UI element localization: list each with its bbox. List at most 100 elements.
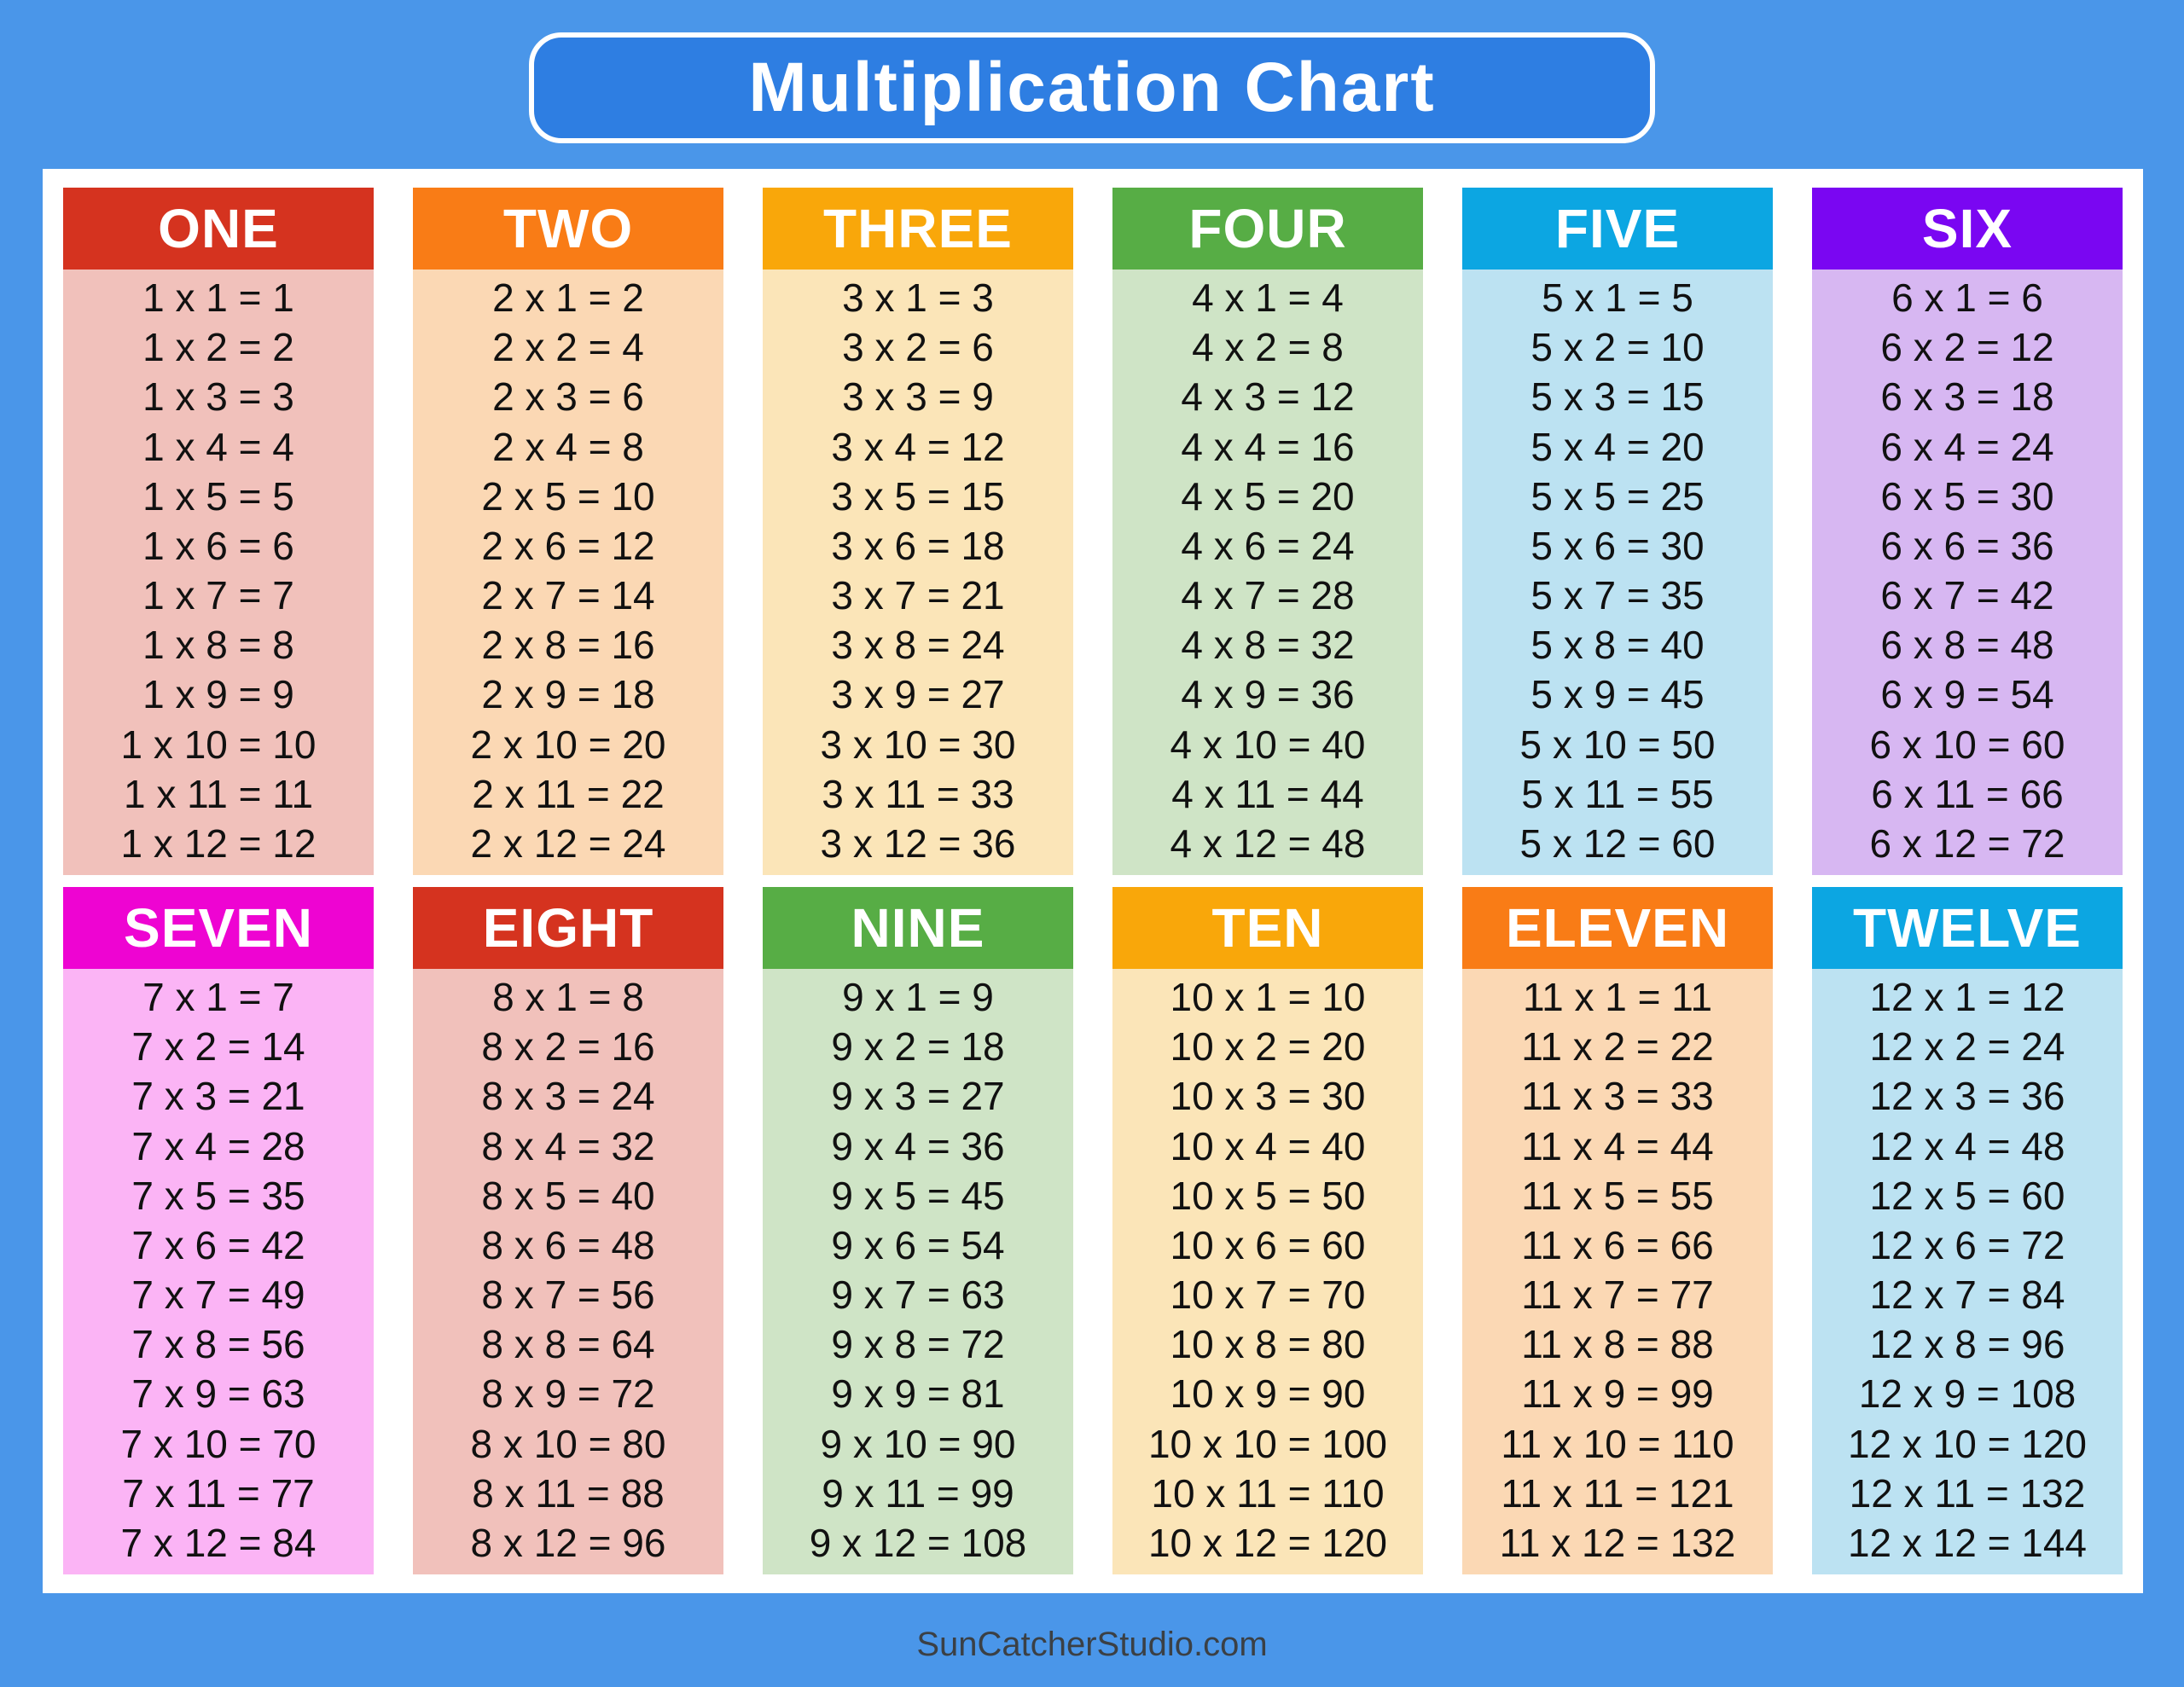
fact-row: 4 x 2 = 8 bbox=[1192, 325, 1344, 370]
fact-row: 2 x 2 = 4 bbox=[492, 325, 644, 370]
fact-row: 2 x 8 = 16 bbox=[481, 623, 655, 668]
fact-row: 3 x 11 = 33 bbox=[822, 771, 1014, 816]
fact-row: 6 x 1 = 6 bbox=[1891, 275, 2043, 321]
fact-row: 5 x 10 = 50 bbox=[1519, 722, 1716, 767]
fact-row: 11 x 12 = 132 bbox=[1499, 1520, 1736, 1565]
fact-row: 11 x 1 = 11 bbox=[1522, 975, 1713, 1020]
fact-row: 7 x 11 = 77 bbox=[122, 1470, 315, 1516]
fact-row: 7 x 10 = 70 bbox=[120, 1421, 317, 1466]
times-table-facts: 10 x 1 = 10 10 x 2 = 20 10 x 3 = 30 10 x 4 … bbox=[1112, 969, 1423, 1574]
fact-row: 10 x 5 = 50 bbox=[1170, 1173, 1366, 1218]
fact-row: 8 x 12 = 96 bbox=[470, 1520, 666, 1565]
fact-row: 9 x 2 = 18 bbox=[831, 1024, 1005, 1070]
fact-row: 12 x 2 = 24 bbox=[1869, 1024, 2065, 1070]
fact-row: 7 x 9 = 63 bbox=[131, 1371, 305, 1417]
fact-row: 10 x 6 = 60 bbox=[1170, 1222, 1366, 1267]
fact-row: 7 x 1 = 7 bbox=[142, 975, 294, 1020]
fact-row: 12 x 6 = 72 bbox=[1869, 1222, 2065, 1267]
fact-row: 12 x 1 = 12 bbox=[1869, 975, 2065, 1020]
fact-row: 10 x 3 = 30 bbox=[1170, 1074, 1366, 1119]
fact-row: 7 x 5 = 35 bbox=[131, 1173, 305, 1218]
fact-row: 1 x 10 = 10 bbox=[120, 722, 317, 767]
times-table-header: TWELVE bbox=[1812, 887, 2123, 969]
page-title: Multiplication Chart bbox=[748, 49, 1436, 126]
fact-row: 2 x 4 = 8 bbox=[492, 424, 644, 469]
fact-row: 9 x 10 = 90 bbox=[820, 1421, 1016, 1466]
times-table-header: EIGHT bbox=[413, 887, 723, 969]
fact-row: 10 x 2 = 20 bbox=[1170, 1024, 1366, 1070]
fact-row: 9 x 11 = 99 bbox=[822, 1470, 1014, 1516]
fact-row: 11 x 11 = 121 bbox=[1501, 1470, 1734, 1516]
fact-row: 4 x 7 = 28 bbox=[1181, 573, 1355, 618]
fact-row: 8 x 7 = 56 bbox=[481, 1272, 655, 1318]
fact-row: 6 x 8 = 48 bbox=[1880, 623, 2054, 668]
fact-row: 11 x 2 = 22 bbox=[1521, 1024, 1714, 1070]
fact-row: 9 x 3 = 27 bbox=[831, 1074, 1005, 1119]
fact-row: 8 x 10 = 80 bbox=[470, 1421, 666, 1466]
fact-row: 10 x 11 = 110 bbox=[1151, 1470, 1385, 1516]
times-table-column: ELEVEN 11 x 1 = 11 11 x 2 = 22 11 x 3 = 33… bbox=[1462, 887, 1773, 1574]
fact-row: 10 x 8 = 80 bbox=[1170, 1322, 1366, 1367]
fact-row: 4 x 10 = 40 bbox=[1170, 722, 1366, 767]
fact-row: 7 x 2 = 14 bbox=[131, 1024, 305, 1070]
fact-row: 4 x 4 = 16 bbox=[1181, 424, 1355, 469]
fact-row: 1 x 4 = 4 bbox=[142, 424, 294, 469]
fact-row: 1 x 7 = 7 bbox=[142, 573, 294, 618]
fact-row: 6 x 11 = 66 bbox=[1871, 771, 2064, 816]
fact-row: 10 x 4 = 40 bbox=[1170, 1123, 1366, 1168]
fact-row: 3 x 4 = 12 bbox=[831, 424, 1005, 469]
fact-row: 8 x 5 = 40 bbox=[481, 1173, 655, 1218]
fact-row: 4 x 3 = 12 bbox=[1181, 374, 1355, 420]
fact-row: 2 x 3 = 6 bbox=[492, 374, 644, 420]
fact-row: 8 x 8 = 64 bbox=[481, 1322, 655, 1367]
fact-row: 5 x 4 = 20 bbox=[1531, 424, 1705, 469]
fact-row: 3 x 5 = 15 bbox=[831, 473, 1005, 519]
fact-row: 3 x 12 = 36 bbox=[820, 820, 1016, 866]
times-table-header: FOUR bbox=[1112, 188, 1423, 270]
fact-row: 3 x 3 = 9 bbox=[842, 374, 994, 420]
fact-row: 4 x 8 = 32 bbox=[1181, 623, 1355, 668]
fact-row: 6 x 3 = 18 bbox=[1880, 374, 2054, 420]
fact-row: 6 x 10 = 60 bbox=[1869, 722, 2065, 767]
fact-row: 12 x 8 = 96 bbox=[1869, 1322, 2065, 1367]
fact-row: 12 x 12 = 144 bbox=[1847, 1520, 2088, 1565]
fact-row: 11 x 5 = 55 bbox=[1521, 1173, 1714, 1218]
fact-row: 8 x 2 = 16 bbox=[481, 1024, 655, 1070]
fact-row: 4 x 6 = 24 bbox=[1181, 523, 1355, 568]
fact-row: 12 x 3 = 36 bbox=[1869, 1074, 2065, 1119]
fact-row: 1 x 2 = 2 bbox=[142, 325, 294, 370]
times-table-header: THREE bbox=[763, 188, 1073, 270]
fact-row: 1 x 8 = 8 bbox=[142, 623, 294, 668]
times-table-header: TEN bbox=[1112, 887, 1423, 969]
fact-row: 11 x 7 = 77 bbox=[1521, 1272, 1714, 1318]
fact-row: 5 x 3 = 15 bbox=[1531, 374, 1705, 420]
fact-row: 2 x 5 = 10 bbox=[481, 473, 655, 519]
fact-row: 4 x 12 = 48 bbox=[1170, 820, 1366, 866]
fact-row: 12 x 7 = 84 bbox=[1869, 1272, 2065, 1318]
fact-row: 11 x 3 = 33 bbox=[1521, 1074, 1714, 1119]
fact-row: 9 x 7 = 63 bbox=[831, 1272, 1005, 1318]
fact-row: 9 x 1 = 9 bbox=[842, 975, 994, 1020]
footer-credit: SunCatcherStudio.com bbox=[916, 1626, 1268, 1663]
fact-row: 1 x 5 = 5 bbox=[142, 473, 294, 519]
fact-row: 1 x 9 = 9 bbox=[142, 672, 294, 717]
times-table-column: TWELVE 12 x 1 = 12 12 x 2 = 24 12 x 3 = 36… bbox=[1812, 887, 2123, 1574]
fact-row: 3 x 1 = 3 bbox=[842, 275, 994, 321]
times-table-facts: 11 x 1 = 11 11 x 2 = 22 11 x 3 = 33 11 x 4 … bbox=[1462, 969, 1773, 1574]
fact-row: 5 x 12 = 60 bbox=[1519, 820, 1716, 866]
fact-row: 1 x 12 = 12 bbox=[120, 820, 317, 866]
fact-row: 2 x 9 = 18 bbox=[481, 672, 655, 717]
fact-row: 12 x 5 = 60 bbox=[1869, 1173, 2065, 1218]
fact-row: 4 x 9 = 36 bbox=[1181, 672, 1355, 717]
